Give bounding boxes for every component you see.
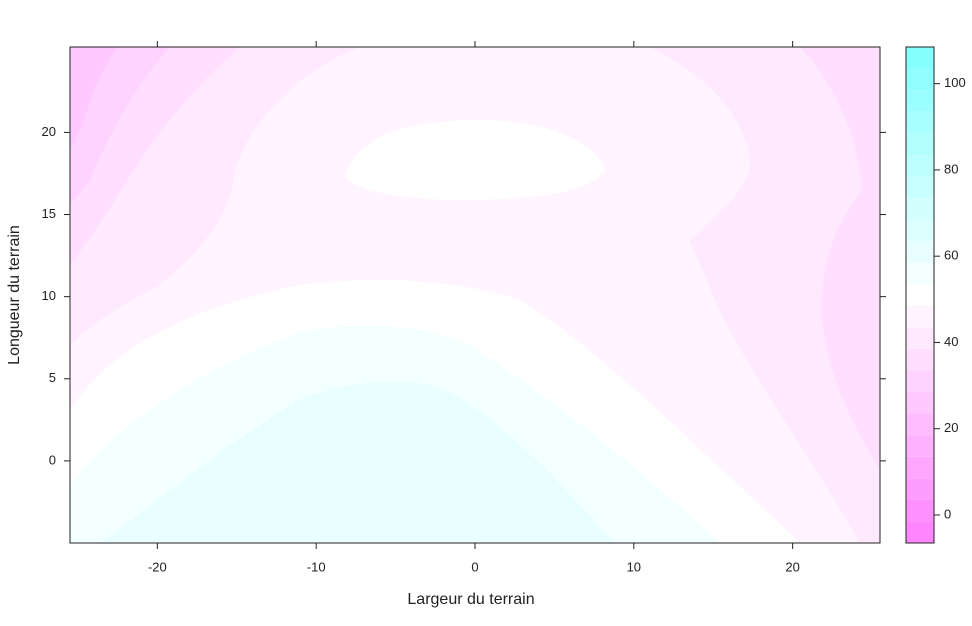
colorkey-band: [906, 241, 934, 263]
y-tick-label: 5: [49, 370, 56, 385]
colorkey-band: [906, 176, 934, 198]
contour-region: [70, 47, 118, 150]
colorkey-band: [906, 305, 934, 328]
colorkey-band: [906, 154, 934, 177]
colorkey-tick-label: 0: [944, 506, 951, 521]
colorkey-band: [906, 47, 934, 69]
colorkey-band: [906, 499, 934, 522]
x-tick-label: -10: [307, 559, 326, 574]
colorkey-tick-label: 60: [944, 248, 958, 263]
colorkey-band: [906, 90, 934, 112]
colorkey-band: [906, 435, 934, 457]
colorkey-tick-label: 100: [944, 75, 966, 90]
colorkey-band: [906, 478, 934, 500]
y-tick-label: 0: [49, 452, 56, 467]
y-tick-label: 10: [42, 288, 56, 303]
colorkey-band: [906, 68, 934, 91]
colorkey-band: [906, 392, 934, 414]
colorkey-band: [906, 219, 934, 242]
x-tick-label: -20: [148, 559, 167, 574]
colorkey-band: [906, 521, 934, 543]
y-tick-label: 15: [42, 206, 56, 221]
colorkey-frame: [905, 46, 935, 544]
y-tick-label: 20: [42, 124, 56, 139]
contour-region: [100, 381, 615, 543]
colorkey-band: [906, 284, 934, 306]
x-tick-label: 0: [471, 559, 478, 574]
colorkey-band: [906, 370, 934, 393]
x-axis-title: Largeur du terrain: [407, 591, 534, 608]
x-tick-label: 20: [785, 559, 799, 574]
colorkey-band: [906, 456, 934, 479]
colorkey-band: [906, 197, 934, 220]
colorkey-band: [906, 133, 934, 155]
colorkey-band: [906, 413, 934, 436]
contour-regions: [70, 47, 880, 543]
colorkey-band: [906, 262, 934, 285]
y-axis-title: Longueur du terrain: [6, 225, 23, 365]
contour-region: [800, 47, 880, 470]
colorkey-band: [906, 348, 934, 371]
colorkey-tick-label: 40: [944, 334, 958, 349]
colorkey-band: [906, 111, 934, 134]
contour-region: [650, 47, 880, 543]
colorkey-tick-label: 20: [944, 420, 958, 435]
x-tick-label: 10: [627, 559, 641, 574]
colorkey-band: [906, 327, 934, 349]
contour-region: [345, 120, 605, 200]
colorkey-tick-label: 80: [944, 161, 958, 176]
